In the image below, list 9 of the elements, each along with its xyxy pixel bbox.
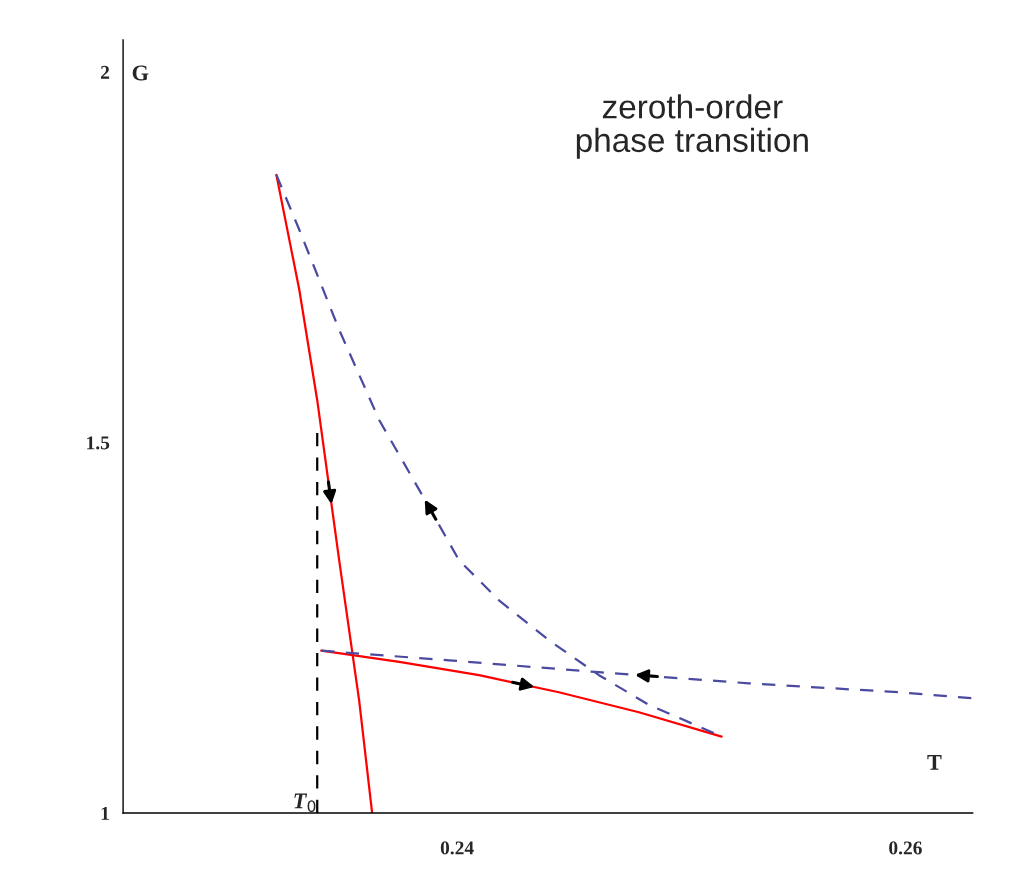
text: zeroth-order phase transition (576, 94, 808, 159)
y-tick-label: 1.5 (87, 436, 110, 450)
x-tick-label: 0.24 (440, 841, 474, 855)
y-tick-label: 1 (101, 806, 109, 820)
ref-line-label: T$_{0}$ (294, 793, 316, 813)
y-tick-label: 2 (101, 65, 110, 79)
x-axis-title: T (927, 755, 942, 770)
y-axis-title: G (132, 65, 149, 81)
x-tick-label: 0.26 (889, 841, 922, 855)
